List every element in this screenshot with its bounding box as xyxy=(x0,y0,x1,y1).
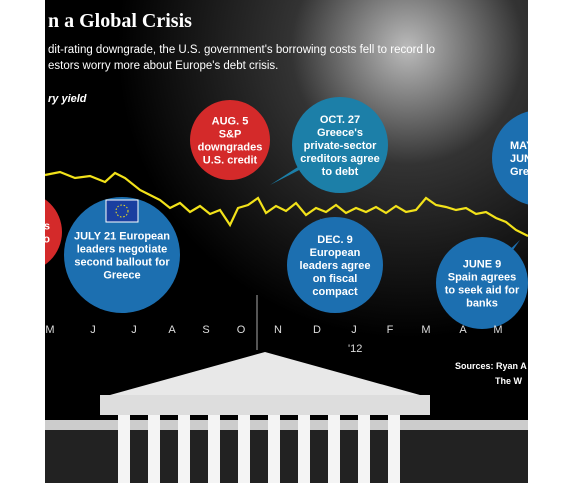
month-label: J xyxy=(351,324,357,336)
annotation-text: European xyxy=(310,247,361,259)
annotation-text: leaders negotiate xyxy=(77,244,167,256)
annotation-text: JUN xyxy=(510,153,532,165)
annotation-text: banks xyxy=(466,298,498,310)
annotation-text: DEC. 9 xyxy=(317,234,352,246)
title: n a Global Crisis xyxy=(48,10,192,32)
margin xyxy=(0,0,45,483)
bubble xyxy=(64,197,180,313)
month-label: S xyxy=(202,324,209,336)
year-label: '12 xyxy=(348,343,362,355)
bubble xyxy=(190,100,270,180)
subtitle: dit-rating downgrade, the U.S. governmen… xyxy=(48,44,435,56)
annotation-text: downgrades xyxy=(198,142,263,154)
annotation-text: Greece's xyxy=(317,127,363,139)
annotation-text: JUNE 9 xyxy=(463,259,502,271)
annotation-text: to debt xyxy=(322,166,359,178)
annotation-text: to seek aid for xyxy=(445,285,520,297)
month-label: M xyxy=(45,324,54,336)
annotation-text: second ballout for xyxy=(74,257,170,269)
annotation-text: OCT. 27 xyxy=(320,114,360,126)
annotation-text: Greece xyxy=(103,270,140,282)
annotation-text: U.S. credit xyxy=(203,155,258,167)
annotation-text: s xyxy=(44,221,50,233)
annotation-text: creditors agree xyxy=(300,153,379,165)
month-label: M xyxy=(421,324,430,336)
annotation-text: S&P xyxy=(219,129,242,141)
yield-line xyxy=(44,170,529,237)
month-label: F xyxy=(387,324,394,336)
bubble xyxy=(292,97,388,193)
annotation-text: JULY 21 European xyxy=(74,231,170,243)
axis-label: ry yield xyxy=(48,93,87,105)
eu-stars xyxy=(115,204,129,218)
annotation-text: AUG. 5 xyxy=(212,116,249,128)
eu-flag xyxy=(105,199,139,223)
month-label: M xyxy=(493,324,502,336)
building xyxy=(45,295,528,483)
month-label: N xyxy=(274,324,282,336)
bubble xyxy=(287,217,383,313)
bubble xyxy=(436,237,528,329)
annotation-text: Gre xyxy=(510,166,529,178)
annotation-text: private-sector xyxy=(304,140,377,152)
month-label: J xyxy=(131,324,137,336)
month-label: D xyxy=(313,324,321,336)
month-label: O xyxy=(237,324,246,336)
month-label: J xyxy=(90,324,96,336)
annotation-text: on fiscal xyxy=(313,273,358,285)
subtitle: estors worry more about Europe's debt cr… xyxy=(48,60,278,72)
annotation-text: compact xyxy=(312,286,358,298)
month-label: A xyxy=(459,324,467,336)
annotation-text: Spain agrees xyxy=(448,272,516,284)
annotation-text: leaders agree xyxy=(300,260,371,272)
month-label: A xyxy=(168,324,176,336)
margin xyxy=(528,0,573,483)
source: The W xyxy=(495,376,523,386)
source: Sources: Ryan A xyxy=(455,361,527,371)
